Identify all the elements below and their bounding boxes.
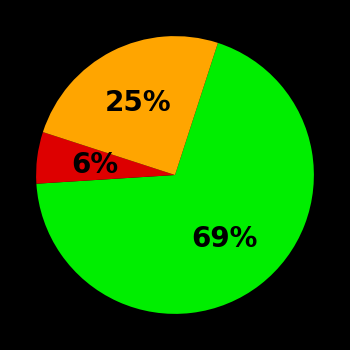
Text: 6%: 6%	[71, 151, 119, 179]
Wedge shape	[36, 43, 314, 314]
Text: 69%: 69%	[191, 225, 258, 253]
Text: 25%: 25%	[105, 89, 172, 117]
Wedge shape	[36, 132, 175, 184]
Wedge shape	[43, 36, 218, 175]
